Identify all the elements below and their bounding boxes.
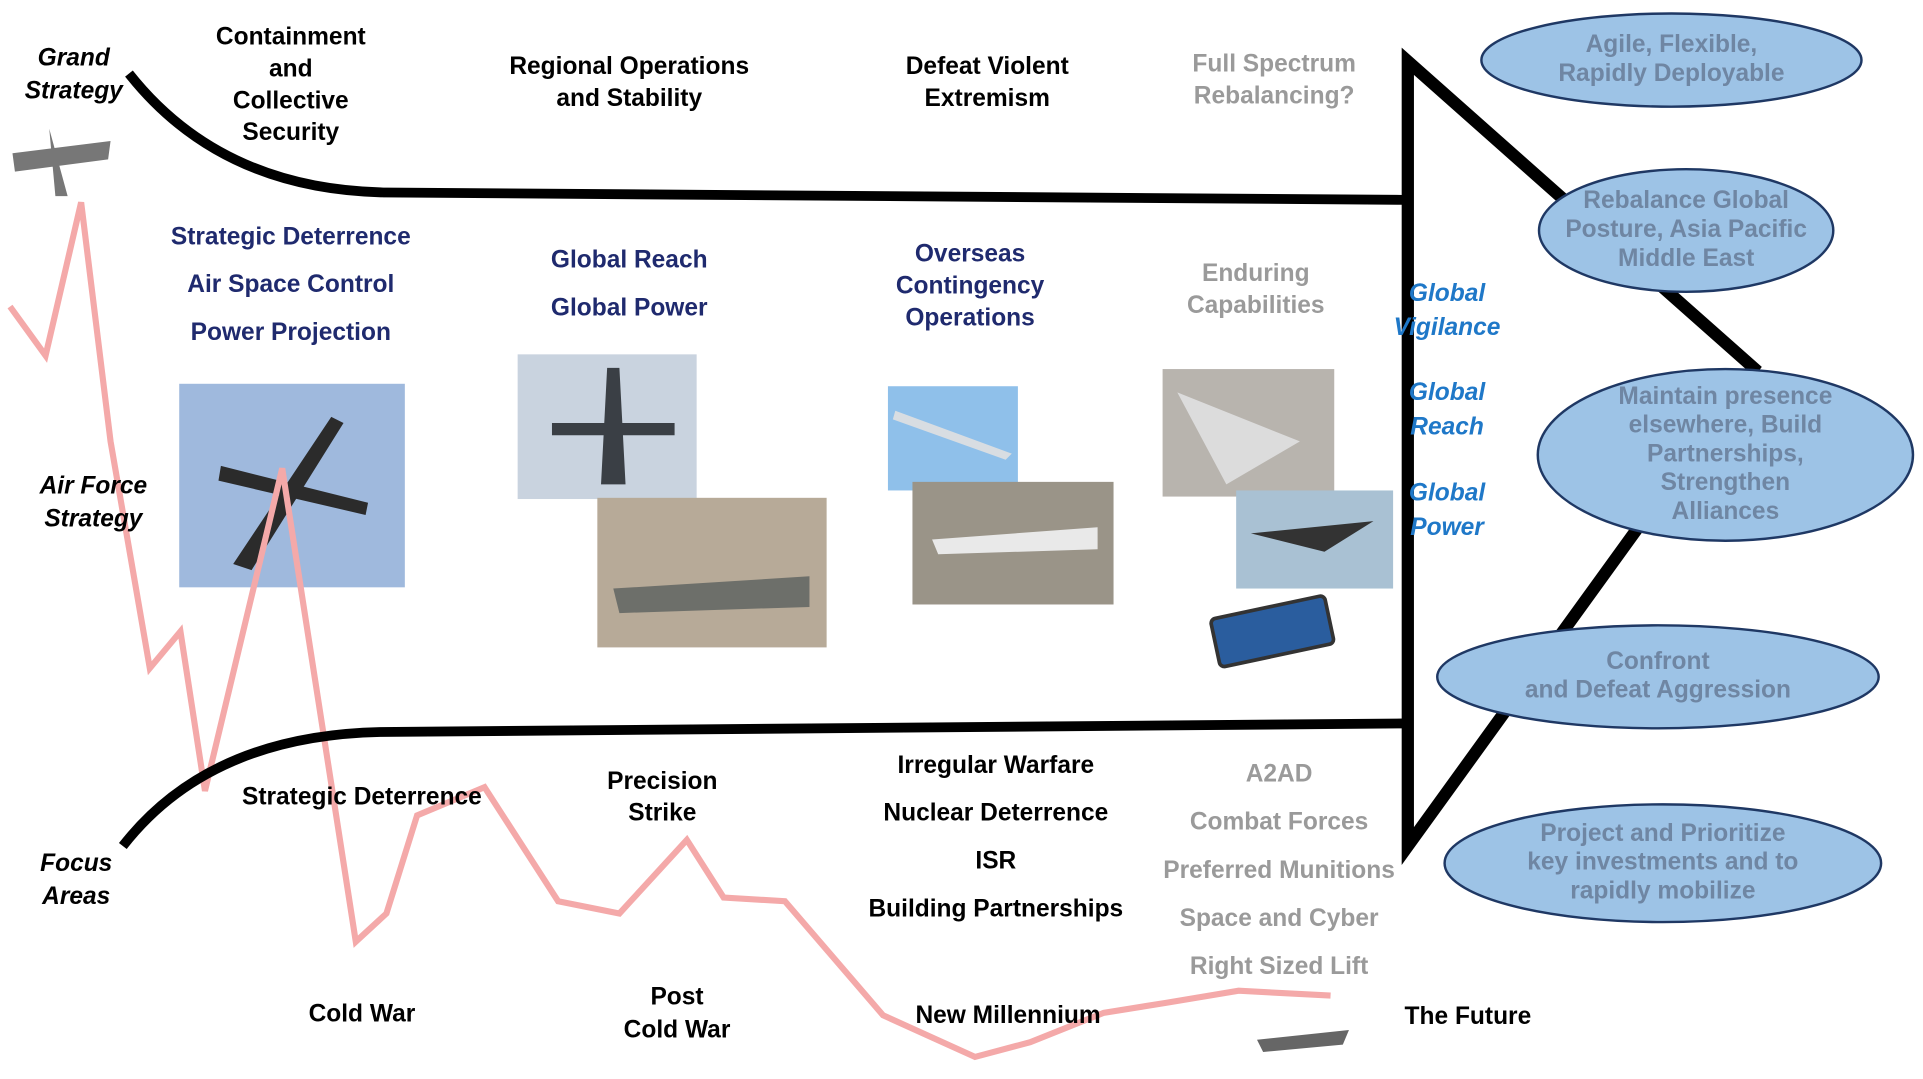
jet-icon <box>1257 1030 1349 1052</box>
priority-text: and Defeat Aggression <box>1525 677 1791 704</box>
row-label: Strategy <box>25 77 124 104</box>
grand-strategy: and <box>269 55 313 82</box>
priority-text: elsewhere, Build <box>1629 412 1822 439</box>
grand-strategy: Security <box>242 119 339 146</box>
air-force-strategy: Power Projection <box>191 319 391 346</box>
row-label: Grand <box>38 44 111 71</box>
air-force-strategy: Air Space Control <box>187 271 394 298</box>
priority-text: Rapidly Deployable <box>1558 60 1784 87</box>
row-label: Focus <box>40 850 112 877</box>
air-force-strategy: Overseas <box>915 241 1025 268</box>
photo-transport <box>597 498 826 648</box>
focus-area: Precision <box>607 768 717 795</box>
focus-area: Space and Cyber <box>1180 905 1379 932</box>
grand-strategy: Regional Operations <box>509 53 749 80</box>
focus-area: Strike <box>628 800 696 827</box>
air-force-strategy: Strategic Deterrence <box>171 223 411 250</box>
air-force-strategy: Contingency <box>896 272 1045 299</box>
priority-text: Posture, Asia Pacific <box>1565 216 1807 243</box>
air-force-strategy: Enduring <box>1202 260 1310 287</box>
row-label: Areas <box>41 883 110 910</box>
priority-text: rapidly mobilize <box>1570 877 1755 904</box>
priority-text: Maintain presence <box>1618 383 1832 410</box>
priority-text: Rebalance Global <box>1583 187 1789 214</box>
future-strategy: Power <box>1410 514 1485 541</box>
era-name: The Future <box>1405 1003 1532 1030</box>
b17-icon <box>12 129 110 196</box>
grand-strategy: Rebalancing? <box>1194 82 1355 109</box>
era-name: Cold War <box>624 1017 731 1044</box>
air-force-strategy: Capabilities <box>1187 292 1325 319</box>
priority-text: Partnerships, <box>1647 440 1804 467</box>
grand-strategy: Defeat Violent <box>906 53 1069 80</box>
future-strategy: Global <box>1409 379 1486 406</box>
air-force-strategy: Global Reach <box>551 247 708 274</box>
priority-text: Strengthen <box>1661 469 1790 496</box>
focus-area: ISR <box>975 847 1016 874</box>
grand-strategy: Collective <box>233 87 349 114</box>
row-label: Air Force <box>39 472 148 499</box>
future-strategy: Vigilance <box>1394 314 1501 341</box>
focus-area: Preferred Munitions <box>1163 857 1395 884</box>
page: Grand Strategy Air Force Strategy Focus Areas… <box>0 0 1923 1079</box>
focus-area: Irregular Warfare <box>898 752 1095 779</box>
grand-strategy: Full Spectrum <box>1192 50 1355 77</box>
focus-area: Building Partnerships <box>868 895 1123 922</box>
focus-area: A2AD <box>1246 760 1313 787</box>
future-strategy: Reach <box>1410 413 1484 440</box>
tablet-icon <box>1210 595 1334 667</box>
focus-area: Strategic Deterrence <box>242 784 482 811</box>
row-label: Strategy <box>44 505 143 532</box>
priority-text: Project and Prioritize <box>1540 820 1785 847</box>
air-force-strategy: Global Power <box>551 294 708 321</box>
grand-strategy: Extremism <box>925 85 1050 112</box>
focus-area: Right Sized Lift <box>1190 953 1368 980</box>
priority-text: Confront <box>1606 648 1709 675</box>
grand-strategy: Containment <box>216 23 366 50</box>
grand-strategy: and Stability <box>556 85 702 112</box>
priority-text: Alliances <box>1672 498 1780 525</box>
air-force-strategy: Operations <box>905 304 1034 331</box>
priority-text: Middle East <box>1618 245 1754 272</box>
focus-area: Nuclear Deterrence <box>883 800 1108 827</box>
priority-text: key investments and to <box>1527 849 1798 876</box>
priority-text: Agile, Flexible, <box>1586 31 1758 58</box>
era-name: Cold War <box>309 1001 416 1028</box>
diagram: Grand Strategy Air Force Strategy Focus Areas… <box>0 0 1923 1079</box>
focus-area: Combat Forces <box>1190 809 1368 836</box>
future-strategy: Global <box>1409 480 1486 507</box>
future-strategy: Global <box>1409 280 1486 307</box>
era-name: New Millennium <box>915 1002 1100 1029</box>
era-name: Post <box>650 984 703 1011</box>
